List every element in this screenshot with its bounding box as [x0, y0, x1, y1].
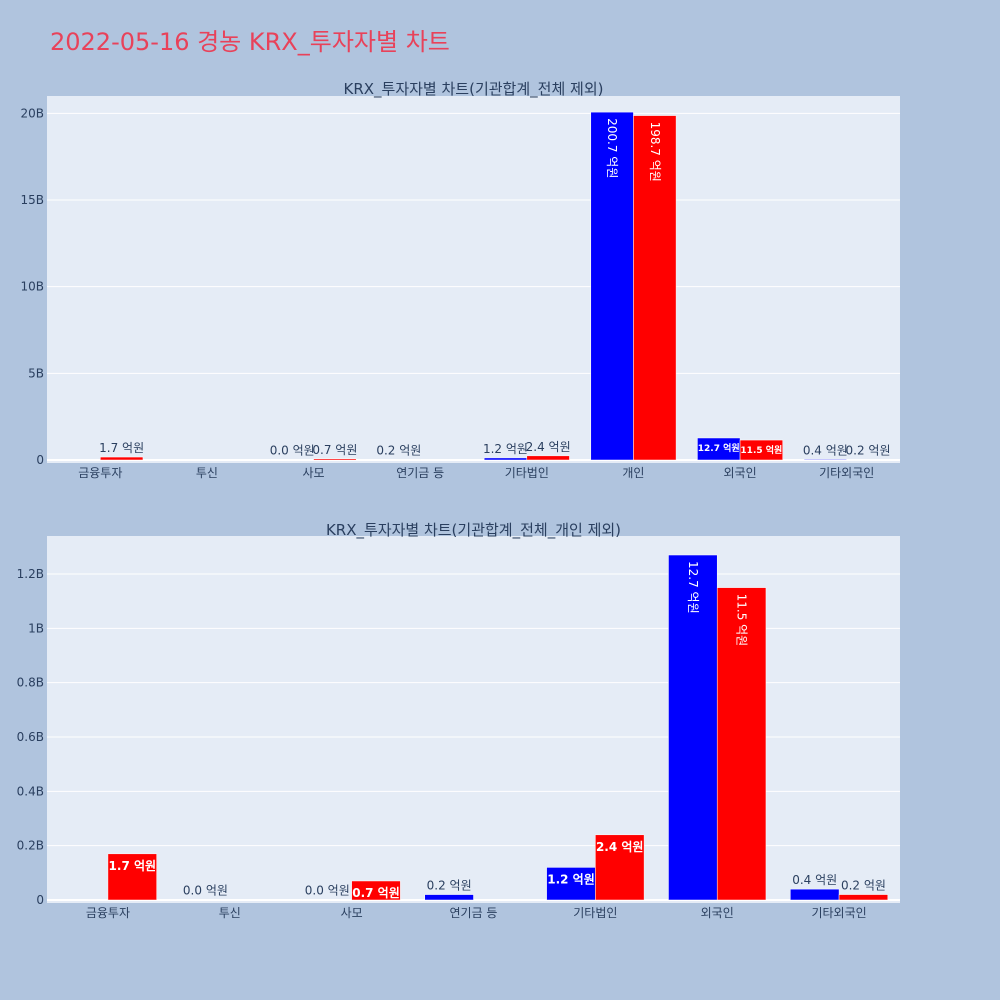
y-tick-label: 0.8B: [17, 676, 44, 690]
x-tick-label: 기타외국인: [811, 906, 866, 920]
data-label: 12.7 억원: [686, 561, 700, 614]
bar: [739, 439, 783, 461]
y-tick-label: 1B: [28, 621, 44, 635]
chart-1: 0 5B 10B 15B 20B KRX_투자자별 차트(기관합계_전체 제외) 금융투자 1…: [20, 80, 900, 480]
data-label: 0.2 억원: [841, 879, 886, 893]
y-tick-label: 0: [36, 893, 44, 907]
data-label: 0.4 억원: [792, 873, 837, 887]
y-tick-label: 20B: [20, 106, 44, 120]
page-title: 2022-05-16 경농 KRX_투자자별 차트: [50, 28, 450, 56]
data-label: 12.7 억원: [698, 442, 740, 454]
x-tick-label: 개인: [622, 466, 644, 480]
y-tick-label: 1.2B: [17, 567, 44, 581]
bar: [838, 894, 889, 901]
data-label: 1.7 억원: [99, 441, 144, 455]
data-label: 1.7 억원: [109, 859, 157, 873]
chart-title: KRX_투자자별 차트(기관합계_전체 제외): [344, 80, 604, 99]
bar: [595, 834, 645, 901]
bar: [270, 459, 314, 461]
bar: [526, 455, 570, 461]
bar: [377, 459, 421, 461]
data-label: 0.2 억원: [427, 879, 472, 893]
y-tick-label: 0: [36, 453, 44, 467]
x-tick-label: 연기금 등: [396, 466, 444, 480]
x-tick-label: 투신: [219, 906, 241, 920]
chart-title: KRX_투자자별 차트(기관합계_전체_개인 제외): [326, 521, 621, 540]
bar: [790, 888, 840, 901]
x-tick-label: 투신: [196, 466, 218, 480]
x-tick-label: 연기금 등: [450, 906, 498, 920]
data-label: 2.4 억원: [526, 440, 571, 454]
bar: [633, 115, 677, 461]
data-label: 2.4 억원: [596, 840, 644, 854]
y-tick-label: 0.2B: [17, 839, 44, 853]
data-label: 1.2 억원: [547, 872, 595, 886]
x-tick-label: 금융투자: [86, 906, 130, 920]
bar: [590, 111, 634, 461]
data-label: 0.2 억원: [376, 444, 421, 458]
y-tick-label: 15B: [20, 193, 44, 207]
plot-area: [47, 96, 900, 463]
x-tick-label: 기타법인: [573, 906, 617, 920]
data-label: 0.7 억원: [352, 886, 400, 900]
bar: [313, 458, 357, 461]
chart-2: 0 0.2B 0.4B 0.6B 0.8B 1B 1.2B KRX_투자자별 차트(기관합계_…: [17, 521, 900, 920]
y-tick-label: 0.4B: [17, 784, 44, 798]
bar: [302, 899, 352, 901]
x-tick-label: 기타외국인: [819, 466, 874, 480]
data-label: 0.0 억원: [270, 444, 315, 458]
bar: [107, 853, 157, 901]
bar: [668, 554, 718, 901]
bar: [180, 899, 231, 901]
plot-area: [47, 536, 900, 903]
x-tick-label: 사모: [303, 466, 325, 480]
data-label: 0.0 억원: [183, 884, 228, 898]
y-tick-label: 0.6B: [17, 730, 44, 744]
data-label: 0.0 억원: [305, 884, 350, 898]
data-label: 0.4 억원: [803, 443, 848, 457]
bar: [483, 457, 528, 461]
x-tick-label: 외국인: [724, 466, 757, 480]
bar: [716, 587, 767, 901]
bar: [424, 894, 474, 901]
bar: [351, 880, 401, 901]
bar: [846, 459, 890, 461]
data-label: 11.5 억원: [735, 594, 749, 647]
bar: [100, 456, 144, 461]
data-label: 11.5 억원: [740, 444, 782, 456]
data-label: 1.2 억원: [483, 442, 528, 456]
bar: [546, 867, 596, 901]
x-tick-label: 외국인: [701, 906, 734, 920]
y-tick-label: 10B: [20, 280, 44, 294]
data-label: 200.7 억원: [605, 118, 619, 178]
data-label: 198.7 억원: [648, 122, 662, 182]
data-label: 0.2 억원: [846, 444, 891, 458]
data-label: 0.7 억원: [312, 443, 357, 457]
y-tick-label: 5B: [28, 366, 44, 380]
bar: [803, 459, 847, 461]
x-tick-label: 기타법인: [505, 466, 549, 480]
x-tick-label: 금융투자: [78, 466, 122, 480]
x-tick-label: 사모: [341, 906, 363, 920]
